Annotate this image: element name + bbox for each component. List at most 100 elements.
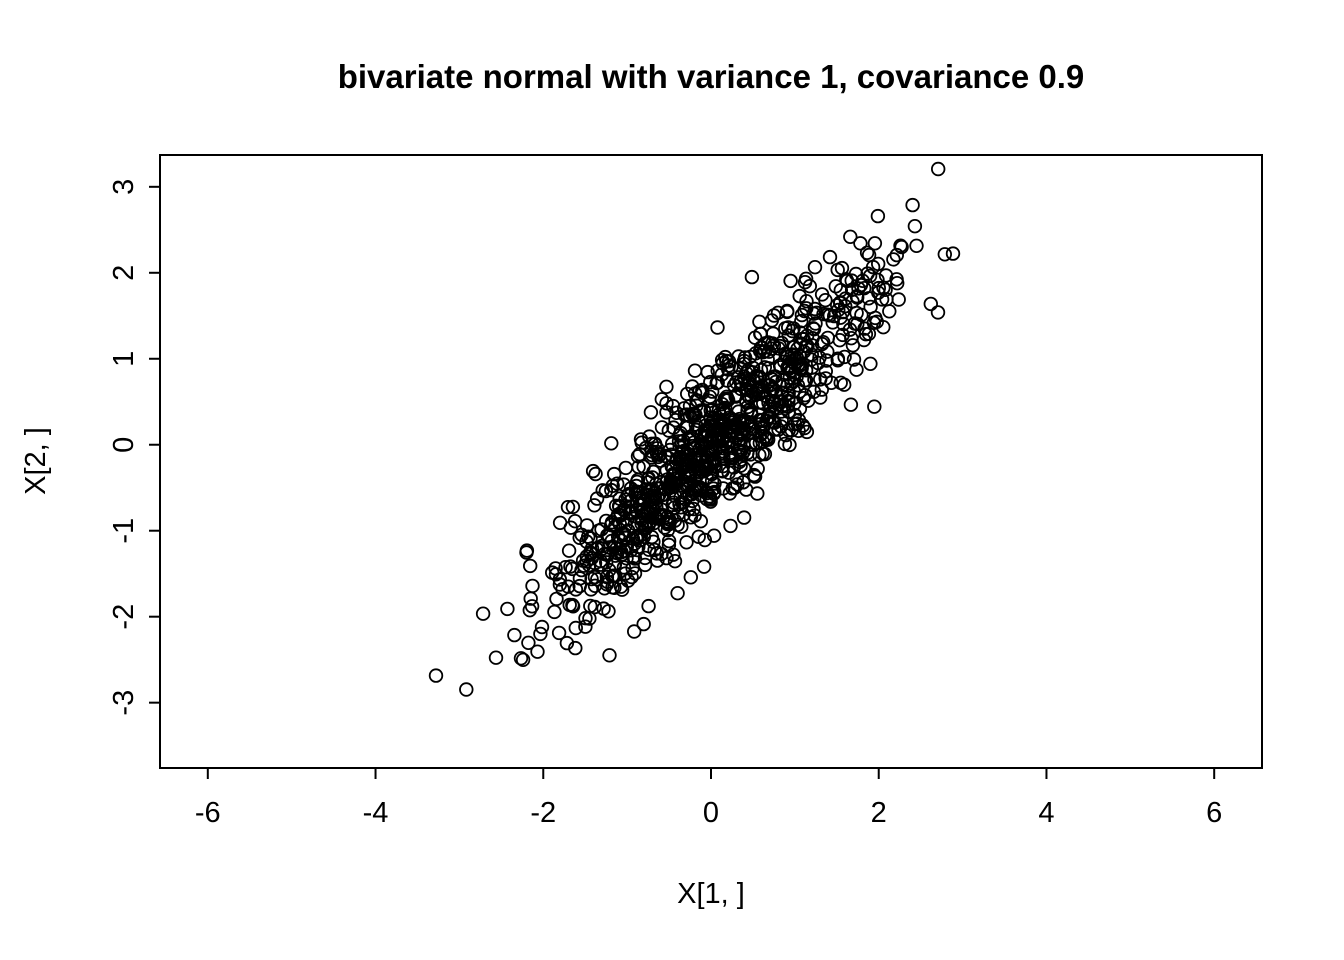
scatter-point [633,432,649,447]
scatter-point [689,469,704,484]
scatter-point [725,481,740,496]
scatter-point [718,437,733,452]
scatter-point [843,397,859,412]
y-tick-label: -2 [108,604,140,630]
scatter-point [882,304,897,319]
scatter-point [708,459,723,475]
scatter-point [602,648,617,663]
scatter-point [583,531,598,546]
scatter-point [818,293,833,308]
scatter-point [804,347,820,362]
scatter-point [846,352,862,367]
scatter-point [574,527,589,543]
scatter-point [905,197,920,213]
scatter-point [548,567,564,582]
scatter-point [635,490,650,506]
scatter-point [876,320,891,335]
scatter-point [747,469,763,484]
scatter-point [753,362,769,378]
scatter-point [743,380,758,395]
scatter-point [581,529,596,544]
scatter-point [693,514,709,529]
scatter-point [605,580,620,595]
chart-title: bivariate normal with variance 1, covari… [338,58,1085,95]
scatter-point [596,601,611,616]
scatter-point [605,478,620,494]
scatter-point [907,218,923,234]
scatter-point [783,273,798,289]
scatter-point [609,541,624,556]
scatter-point [667,554,683,569]
scatter-point [673,490,688,505]
scatter-point [636,616,651,632]
scatter-point [548,561,563,576]
scatter-point [807,260,823,275]
y-tick-label: -1 [108,518,140,544]
scatter-point [717,405,732,420]
scatter-point [778,321,793,336]
scatter-point [833,310,848,325]
scatter-point [507,627,522,643]
y-tick-label: 1 [108,351,140,367]
scatter-point [625,560,640,576]
scatter-point [780,303,795,319]
scatter-point [889,247,905,263]
scatter-point [679,420,695,436]
scatter-point [719,421,734,437]
scatter-point [930,305,946,320]
scatter-point [515,652,531,668]
scatter-point [845,294,860,309]
scatter-point [825,315,840,330]
scatter-point [874,292,890,307]
scatter-point [843,229,858,245]
scatter-point [854,307,869,323]
scatter-point [837,349,852,365]
scatter-point [794,313,809,329]
scatter-point [673,500,688,515]
scatter-point [814,382,830,397]
scatter-point [770,305,786,321]
scatter-point [860,266,875,281]
scatter-point [861,247,877,263]
scatter-point [618,492,633,507]
x-tick-label: 2 [871,797,887,829]
scatter-point [686,406,702,422]
scatter-point [730,477,745,492]
scatter-point [923,296,939,312]
scatter-point [608,512,623,527]
scatter-point [683,570,699,585]
scatter-point [627,624,642,639]
x-tick-label: -6 [195,797,221,829]
scatter-point [754,421,770,436]
scatter-point [670,586,685,601]
scatter-point [752,447,767,463]
scatter-point [750,486,765,501]
scatter-point [804,338,820,353]
axes: -6 -4 -2 0 2 4 6 -3 -2 -1 0 1 2 3 [108,179,1222,829]
scatter-point [651,449,666,465]
scatter-point [627,551,643,566]
scatter-point [534,619,550,635]
scatter-point [746,467,762,483]
scatter-point [614,582,630,597]
scatter-point [568,620,584,636]
scatter-point [775,377,791,393]
scatter-point [740,399,755,415]
scatter-point [633,485,648,500]
y-axis-label: X[2, ] [20,427,52,495]
scatter-point [850,316,865,332]
scatter-point [761,395,776,410]
data-points [428,161,961,697]
scatter-point [757,344,773,359]
scatter-point [672,428,687,443]
scatter-point [618,460,634,476]
scatter-point [617,502,633,518]
scatter-point [561,579,576,594]
scatter-point [597,581,612,596]
scatter-point [849,362,864,377]
scatter-point [587,599,603,615]
scatter-point [771,341,786,356]
y-tick-label: 0 [108,437,140,453]
scatter-point [659,405,674,420]
